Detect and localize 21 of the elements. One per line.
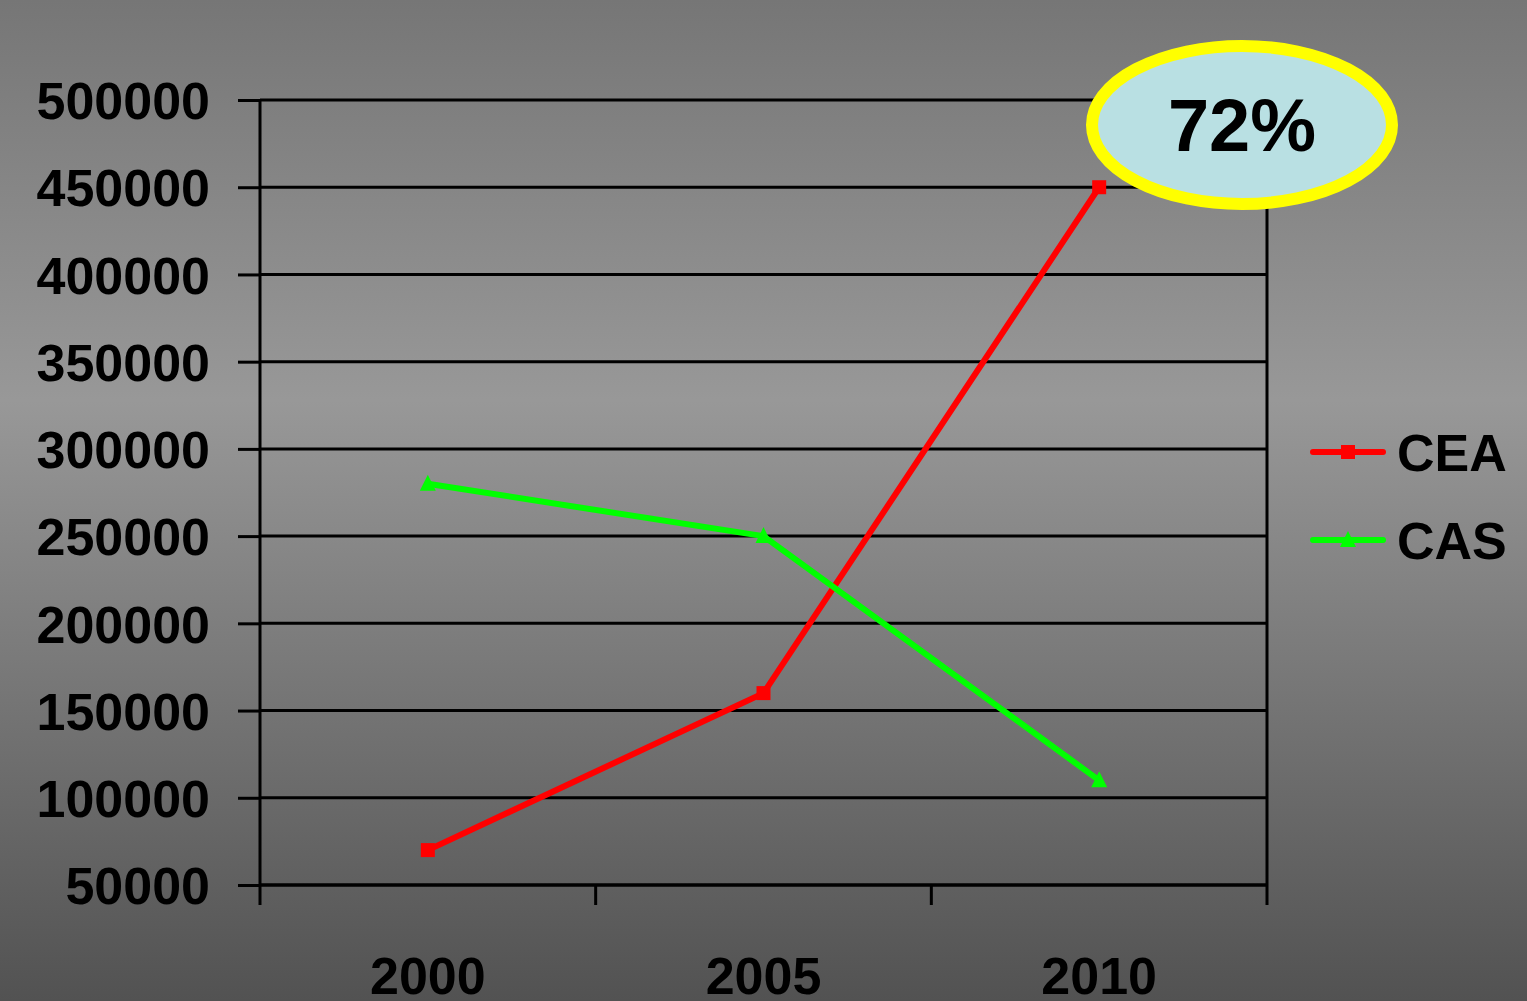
point [756,686,771,701]
legend-label: CEA [1397,424,1507,482]
y-tick-label: 200000 [36,595,210,654]
point [1091,771,1108,788]
point [1092,180,1107,195]
y-tick-label: 250000 [36,508,210,567]
x-tick-label: 2000 [369,947,486,1001]
point [419,474,436,491]
legend-label: CAS [1397,512,1507,570]
y-tick-label: 50000 [65,857,210,916]
y-tick-label: 300000 [36,421,210,480]
y-tick-label: 500000 [36,72,210,131]
x-tick-label: 2005 [705,947,822,1001]
point [420,843,435,858]
y-tick-label: 350000 [36,333,210,392]
y-tick-label: 450000 [36,159,210,218]
y-tick-label: 150000 [36,682,210,741]
x-tick-label: 2010 [1041,947,1158,1001]
y-tick-label: 400000 [36,246,210,305]
annotation: 72% [1167,84,1317,167]
y-tick-label: 100000 [36,770,210,828]
